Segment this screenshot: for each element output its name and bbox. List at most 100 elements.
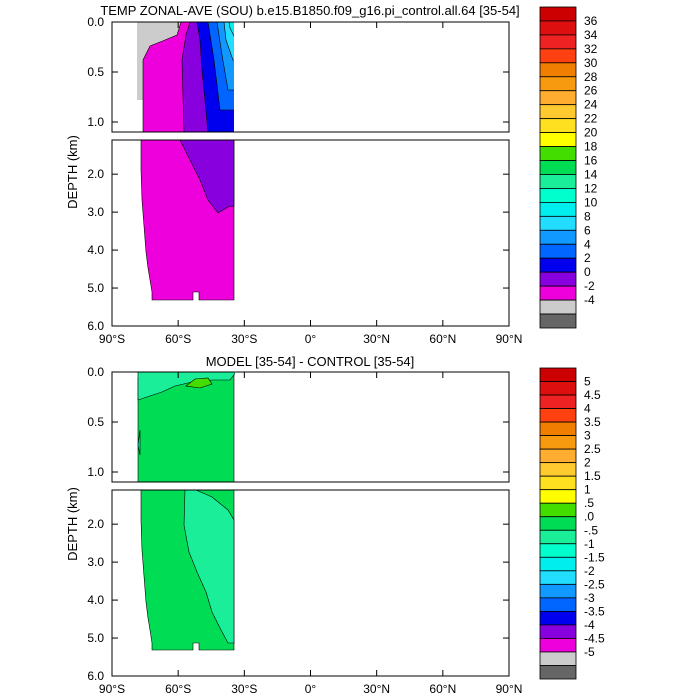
y-tick-label: 0.0: [87, 365, 104, 379]
colorbar-label: 1: [584, 483, 591, 497]
colorbar-label: 26: [584, 84, 598, 98]
x-tick-label: 90°N: [496, 682, 523, 696]
colorbar-label: 4.5: [584, 388, 601, 402]
colorbar-swatch: [539, 243, 577, 259]
colorbar-label: -5: [584, 645, 595, 659]
colorbar-label: -4: [584, 293, 595, 307]
x-tick-label: 30°S: [231, 682, 257, 696]
panel1-lower-field: [140, 140, 235, 301]
colorbar-label: -3.5: [584, 604, 605, 618]
colorbar-swatch: [539, 502, 577, 518]
colorbar-swatch: [539, 462, 577, 477]
y-tick-label: 2.0: [87, 167, 104, 181]
panel1-ylabel: DEPTH (km): [65, 135, 80, 209]
y-tick-label: 1.0: [87, 465, 104, 479]
panel2-lower-field: [140, 490, 235, 651]
colorbar-swatch: [539, 62, 577, 78]
colorbar-swatch: [539, 104, 577, 120]
colorbar-label: 32: [584, 42, 598, 56]
colorbar-swatch: [539, 367, 577, 382]
panel1-axis-ticks: 0.0 0.5 1.0 2.0 3.0 4.0 5.0 6.090°S 60°S 30°S 0° 30…: [87, 15, 522, 346]
y-tick-label: 2.0: [87, 517, 104, 531]
colorbar-label: -2: [584, 564, 595, 578]
colorbar-swatch: [539, 516, 577, 531]
colorbar-label: 18: [584, 140, 598, 154]
x-tick-label: 60°N: [429, 332, 456, 346]
colorbar-label: 28: [584, 70, 598, 84]
colorbar-label: -2: [584, 279, 595, 293]
colorbar-swatch: [539, 489, 577, 504]
colorbar-swatch: [539, 556, 577, 572]
upper-blank-region: [234, 22, 509, 132]
panel2-upper-field: [137, 372, 509, 482]
temperature-panel: TEMP ZONAL-AVE (SOU) b.e15.B1850.f09_g16…: [65, 3, 598, 346]
x-tick-label: 60°S: [165, 682, 191, 696]
colorbar-label: 36: [584, 14, 598, 28]
upper-green-blob: [185, 377, 213, 389]
colorbar-label: 3: [584, 429, 591, 443]
colorbar-swatch: [539, 665, 577, 680]
colorbar-swatch: [539, 421, 577, 437]
colorbar-label: 16: [584, 154, 598, 168]
x-tick-label: 30°N: [363, 332, 390, 346]
colorbar-label: 14: [584, 167, 598, 181]
colorbar-label: -4.5: [584, 631, 605, 645]
colorbar-swatch: [539, 285, 577, 301]
colorbar-swatch: [539, 638, 577, 653]
colorbar-label: 22: [584, 112, 598, 126]
colorbar-swatch: [539, 597, 577, 612]
panel2-title: MODEL [35-54] - CONTROL [35-54]: [206, 354, 415, 369]
colorbar-label: -3: [584, 591, 595, 605]
x-tick-label: 60°S: [165, 332, 191, 346]
colorbar-label: -2.5: [584, 577, 605, 591]
colorbar-label: 2: [584, 251, 591, 265]
colorbar-label: 1.5: [584, 469, 601, 483]
colorbar-swatch: [539, 20, 577, 36]
colorbar-swatch: [539, 257, 577, 273]
colorbar-label: 4: [584, 237, 591, 251]
colorbar-swatch: [539, 529, 577, 545]
colorbar-swatch: [539, 229, 577, 245]
colorbar-swatch: [539, 132, 577, 147]
y-tick-label: 6.0: [87, 669, 104, 683]
colorbar-swatch: [539, 381, 577, 396]
y-tick-label: 6.0: [87, 319, 104, 333]
colorbar-label: 3.5: [584, 415, 601, 429]
colorbar-label: .5: [584, 496, 594, 510]
x-tick-label: 30°S: [231, 332, 257, 346]
colorbar-label: -1: [584, 537, 595, 551]
colorbar-swatch: [539, 34, 577, 50]
colorbar-label: -.5: [584, 523, 598, 537]
y-tick-label: 5.0: [87, 281, 104, 295]
colorbar-swatch: [539, 6, 577, 22]
x-tick-label: 30°N: [363, 682, 390, 696]
colorbar-swatch: [539, 448, 577, 464]
colorbar-label: .0: [584, 510, 594, 524]
y-tick-label: 4.0: [87, 593, 104, 607]
colorbar-swatch: [539, 651, 577, 666]
x-tick-label: 90°S: [99, 332, 125, 346]
colorbar-label: 6: [584, 223, 591, 237]
colorbar-swatch: [539, 160, 577, 175]
x-tick-label: 60°N: [429, 682, 456, 696]
colorbar-swatch: [539, 394, 577, 409]
panel2-ylabel: DEPTH (km): [65, 487, 80, 561]
colorbar-swatch: [539, 299, 577, 315]
colorbar-swatch: [539, 215, 577, 231]
x-tick-label: 0°: [305, 332, 317, 346]
colorbar-label: 12: [584, 181, 598, 195]
colorbar-label: 2: [584, 456, 591, 470]
colorbar-swatch: [539, 583, 577, 599]
colorbar-swatch: [539, 76, 577, 92]
colorbar-label: 30: [584, 56, 598, 70]
y-tick-label: 3.0: [87, 555, 104, 569]
colorbar-label: 8: [584, 209, 591, 223]
y-tick-label: 4.0: [87, 243, 104, 257]
colorbar-label: 10: [584, 195, 598, 209]
colorbar-swatch: [539, 408, 577, 423]
x-tick-label: 90°S: [99, 682, 125, 696]
colorbar-label: 2.5: [584, 442, 601, 456]
y-tick-label: 5.0: [87, 631, 104, 645]
